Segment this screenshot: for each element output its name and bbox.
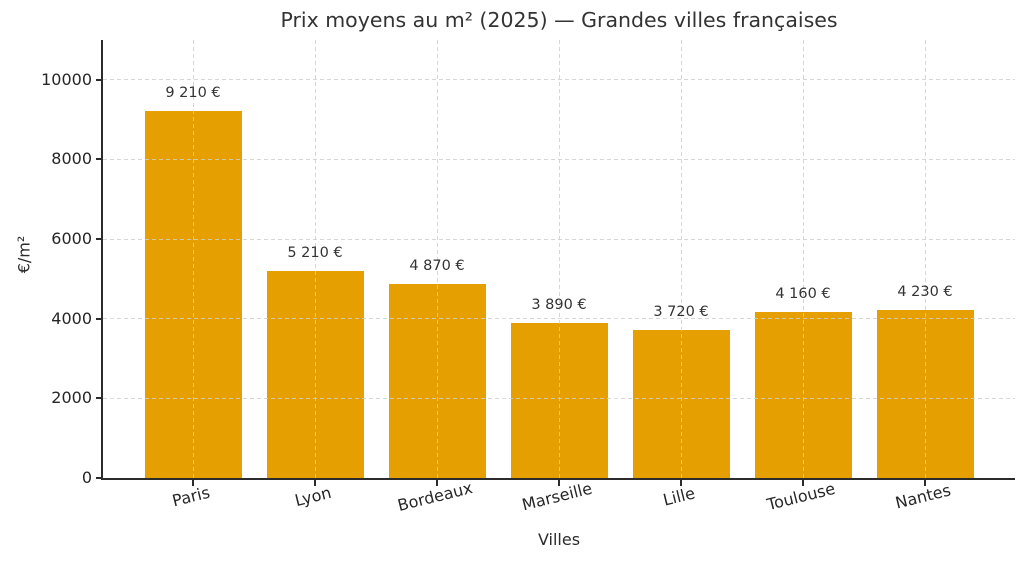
y-tick	[96, 158, 102, 161]
bar-value-label: 9 210 €	[165, 85, 221, 102]
x-tick	[924, 480, 926, 486]
y-tick	[96, 317, 102, 320]
bar-value-label: 3 720 €	[653, 303, 709, 320]
x-axis-label: Villes	[537, 530, 581, 549]
y-tick-label: 8000	[51, 149, 92, 169]
bar-value-label: 4 870 €	[409, 258, 465, 275]
x-tick	[802, 480, 804, 486]
bar-value-label: 4 160 €	[775, 286, 831, 303]
y-tick-label: 0	[81, 468, 92, 487]
y-tick	[96, 238, 102, 241]
y-tick	[96, 78, 102, 81]
y-tick	[96, 397, 102, 400]
v-gridline	[192, 40, 194, 478]
y-tick-label: 4000	[51, 308, 92, 328]
chart-title: Prix moyens au m² (2025) — Grandes ville…	[280, 8, 838, 32]
x-tick	[680, 480, 682, 486]
bar-value-label: 5 210 €	[287, 244, 343, 261]
y-axis-label: €/m²	[14, 235, 34, 274]
x-tick	[314, 480, 316, 486]
x-tick	[436, 480, 438, 486]
v-gridline	[924, 40, 926, 478]
v-gridline	[802, 40, 804, 478]
x-axis-spine	[101, 478, 1015, 480]
y-axis-spine	[101, 40, 103, 480]
bar-value-label: 3 890 €	[531, 297, 587, 314]
x-tick	[558, 480, 560, 486]
bar-value-label: 4 230 €	[897, 283, 953, 300]
y-tick-label: 6000	[51, 229, 92, 249]
x-tick	[192, 480, 194, 486]
y-tick-label: 2000	[51, 388, 92, 408]
v-gridline	[314, 40, 316, 478]
y-tick-label: 10000	[41, 69, 92, 89]
v-gridline	[558, 40, 560, 478]
v-gridline	[436, 40, 438, 478]
y-tick	[96, 477, 102, 479]
v-gridline	[680, 40, 682, 478]
